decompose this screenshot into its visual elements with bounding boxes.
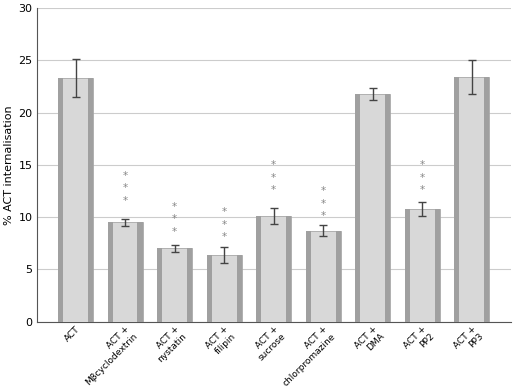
Bar <box>207 255 242 321</box>
Bar <box>454 77 459 321</box>
Bar <box>385 94 390 321</box>
Text: *: * <box>221 207 227 217</box>
Bar <box>286 216 291 321</box>
Bar <box>236 255 242 321</box>
Bar <box>138 222 143 321</box>
Bar <box>108 222 113 321</box>
Text: *: * <box>271 172 276 183</box>
Bar <box>454 77 489 321</box>
Text: *: * <box>420 185 425 195</box>
Text: *: * <box>420 160 425 170</box>
Bar <box>157 249 162 321</box>
Bar <box>306 230 340 321</box>
Bar <box>355 94 390 321</box>
Text: *: * <box>172 227 177 237</box>
Text: *: * <box>172 214 177 224</box>
Text: *: * <box>123 196 128 206</box>
Bar <box>108 222 143 321</box>
Bar <box>405 209 410 321</box>
Bar <box>306 230 311 321</box>
Text: *: * <box>271 185 276 195</box>
Bar <box>435 209 440 321</box>
Bar <box>484 77 489 321</box>
Bar <box>256 216 291 321</box>
Bar <box>158 249 192 321</box>
Text: *: * <box>221 232 227 242</box>
Bar <box>187 249 192 321</box>
Y-axis label: % ACT internalisation: % ACT internalisation <box>4 105 14 225</box>
Bar <box>58 78 93 321</box>
Text: *: * <box>321 199 326 209</box>
Text: *: * <box>221 220 227 230</box>
Bar <box>88 78 93 321</box>
Text: *: * <box>123 183 128 193</box>
Bar <box>405 209 440 321</box>
Bar <box>58 78 63 321</box>
Text: *: * <box>172 202 177 212</box>
Text: *: * <box>420 172 425 183</box>
Bar <box>207 255 212 321</box>
Text: *: * <box>271 160 276 170</box>
Text: *: * <box>123 171 128 181</box>
Bar <box>336 230 341 321</box>
Bar <box>256 216 262 321</box>
Bar <box>355 94 360 321</box>
Text: *: * <box>321 211 326 221</box>
Text: *: * <box>321 186 326 196</box>
